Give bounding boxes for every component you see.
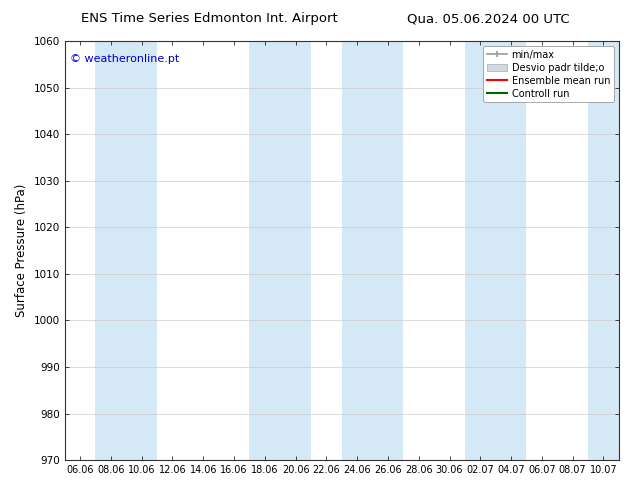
Bar	[96, 41, 157, 460]
Text: © weatheronline.pt: © weatheronline.pt	[70, 53, 179, 64]
Bar	[249, 41, 311, 460]
Bar	[465, 41, 526, 460]
Bar	[588, 41, 619, 460]
Y-axis label: Surface Pressure (hPa): Surface Pressure (hPa)	[15, 184, 28, 318]
Text: ENS Time Series Edmonton Int. Airport: ENS Time Series Edmonton Int. Airport	[81, 12, 337, 25]
Bar	[342, 41, 403, 460]
Text: Qua. 05.06.2024 00 UTC: Qua. 05.06.2024 00 UTC	[407, 12, 569, 25]
Legend: min/max, Desvio padr tilde;o, Ensemble mean run, Controll run: min/max, Desvio padr tilde;o, Ensemble m…	[483, 46, 614, 102]
